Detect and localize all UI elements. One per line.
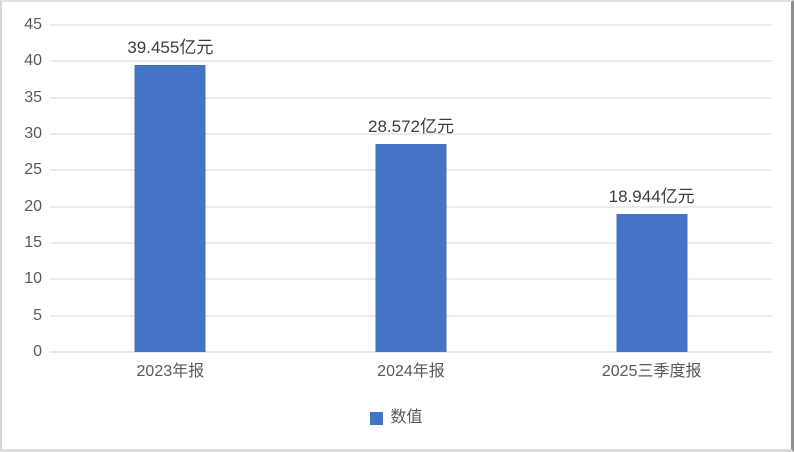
- bar-slot: 39.455亿元: [50, 25, 291, 352]
- legend-label: 数值: [390, 409, 423, 426]
- legend: 数值: [2, 410, 791, 426]
- gridline: [50, 97, 772, 99]
- y-tick-label: 0: [33, 343, 42, 360]
- y-tick-label: 30: [24, 125, 42, 142]
- y-tick-label: 45: [24, 16, 42, 33]
- y-tick-label: 5: [33, 306, 42, 324]
- gridline: [50, 351, 772, 353]
- bar-slot: 28.572亿元: [291, 25, 532, 352]
- data-label: 39.455亿元: [127, 38, 214, 58]
- y-tick-label: 10: [24, 270, 42, 288]
- y-tick-label: 40: [24, 52, 42, 70]
- plot-area: 39.455亿元 28.572亿元 18.944亿元: [50, 24, 772, 353]
- legend-swatch-icon: [370, 411, 384, 425]
- x-tick-label: 2024年报: [377, 363, 445, 380]
- x-tick-label: 2025三季度报: [601, 363, 702, 380]
- bar-2023年报: [134, 65, 206, 352]
- bar-2025三季度报: [616, 214, 688, 352]
- gridline: [50, 60, 772, 62]
- x-axis: 2023年报 2024年报 2025三季度报: [50, 360, 772, 384]
- y-axis: 0 5 10 15 20 25 30 35 40 45: [2, 17, 42, 360]
- bar-2024年报: [375, 144, 447, 352]
- data-label: 18.944亿元: [608, 187, 695, 207]
- y-tick-label: 35: [24, 88, 42, 106]
- data-label: 28.572亿元: [367, 117, 454, 137]
- gridline: [50, 24, 772, 26]
- gridline: [50, 133, 772, 135]
- x-tick-label: 2023年报: [136, 363, 205, 380]
- y-tick-label: 15: [24, 234, 42, 251]
- y-tick-label: 20: [24, 197, 42, 215]
- y-tick-label: 25: [24, 161, 42, 179]
- bar-slot: 18.944亿元: [531, 25, 772, 352]
